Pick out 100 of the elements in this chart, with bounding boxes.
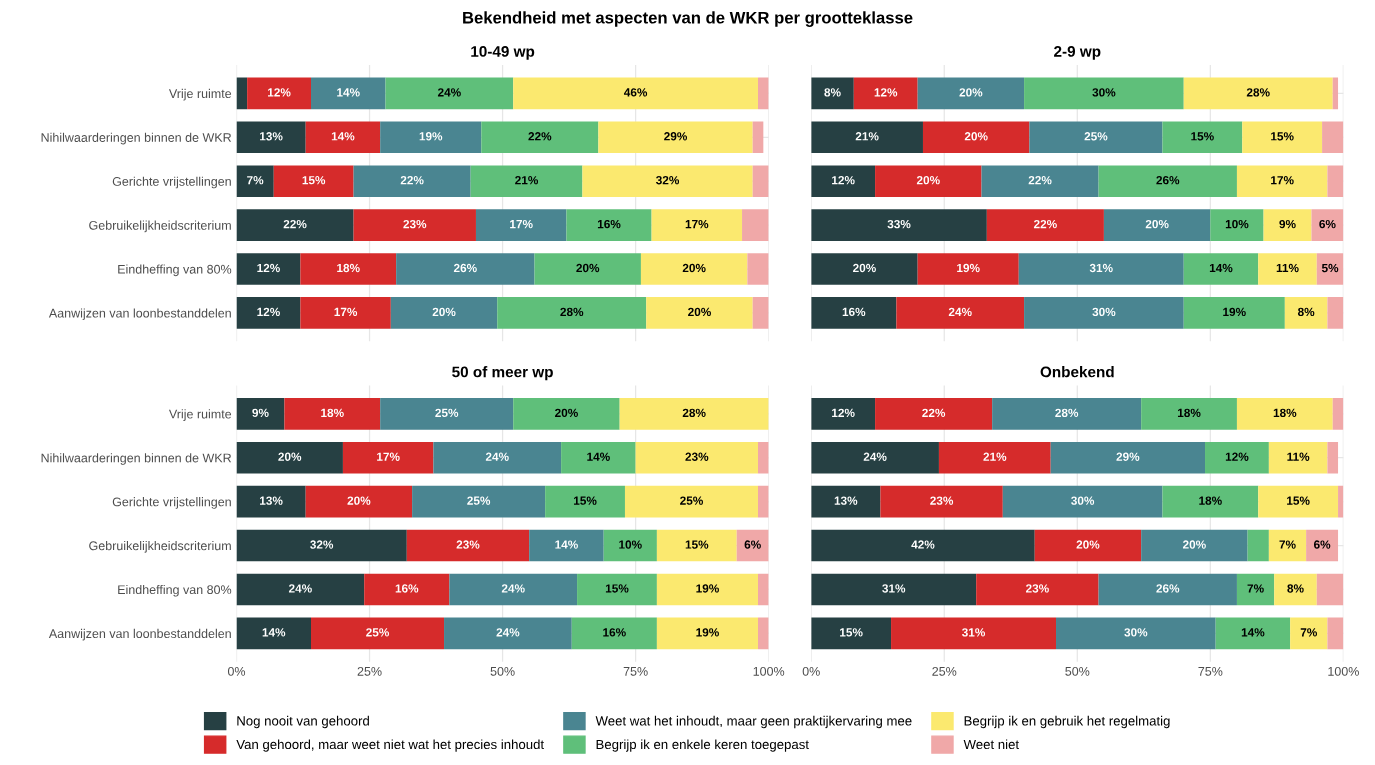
bar xyxy=(284,398,381,430)
data-label: 15% xyxy=(605,584,629,593)
data-label: 29% xyxy=(664,132,688,141)
bar xyxy=(875,165,982,197)
bar xyxy=(444,617,572,650)
data-label: 13% xyxy=(260,132,283,141)
bar xyxy=(1242,121,1323,154)
data-label: 20% xyxy=(959,88,983,97)
data-label: 20% xyxy=(555,408,578,418)
bar xyxy=(353,209,476,241)
data-label: 6% xyxy=(1313,540,1331,549)
data-label: 16% xyxy=(597,219,621,229)
bar xyxy=(1327,165,1344,197)
y-tick-label: Aanwijzen van loonbestanddelen xyxy=(48,308,231,321)
data-label: 15% xyxy=(302,176,326,185)
bar xyxy=(1098,165,1237,197)
data-label: 18% xyxy=(337,263,360,273)
chart-title: 10-49 wp xyxy=(471,46,535,60)
data-label: 19% xyxy=(1223,307,1246,317)
y-tick-label: Eindheffing van 80% xyxy=(118,264,232,277)
bar xyxy=(1236,165,1328,197)
bar xyxy=(656,617,759,650)
x-tick-label: 100% xyxy=(1328,666,1359,676)
bar xyxy=(1311,209,1344,241)
bar xyxy=(1098,573,1237,606)
data-label: 16% xyxy=(395,584,419,593)
data-label: 20% xyxy=(1076,540,1100,549)
chart-title: 2-9 wp xyxy=(1054,46,1101,60)
bar xyxy=(811,573,977,606)
y-tick-label: Gebruikelijkheidscriterium xyxy=(89,541,231,553)
legend-label: Begrijp ik en enkele keren toegepast xyxy=(596,739,809,752)
bar xyxy=(390,297,498,329)
data-label: 17% xyxy=(334,307,358,317)
bar xyxy=(247,77,311,110)
data-label: 12% xyxy=(268,88,291,97)
data-label: 9% xyxy=(1279,219,1296,229)
data-label: 19% xyxy=(696,584,719,593)
bar xyxy=(577,573,657,606)
data-label: 22% xyxy=(528,132,552,141)
data-label: 9% xyxy=(252,408,269,418)
bar xyxy=(305,485,413,518)
data-label: 5% xyxy=(1321,263,1339,273)
bar xyxy=(635,441,759,474)
bar xyxy=(433,441,562,474)
data-label: 12% xyxy=(832,176,855,185)
bar xyxy=(582,165,753,197)
data-label: 15% xyxy=(685,540,709,549)
bar xyxy=(236,529,407,562)
data-label: 16% xyxy=(603,628,626,637)
bar xyxy=(1205,441,1269,474)
bar xyxy=(1024,297,1184,329)
bar xyxy=(1263,209,1312,241)
bar xyxy=(1306,529,1339,562)
bar xyxy=(1162,121,1243,154)
bar xyxy=(752,297,769,329)
legend-label: Van gehoord, maar weet niet wat het precies inhoudt xyxy=(236,739,545,752)
data-label: 31% xyxy=(1089,263,1113,273)
data-label: 30% xyxy=(1071,496,1095,505)
data-label: 15% xyxy=(840,628,863,637)
data-label: 42% xyxy=(911,540,935,549)
bar xyxy=(758,573,769,606)
bar xyxy=(1268,441,1328,474)
bar xyxy=(651,209,743,241)
bar xyxy=(311,77,386,110)
bar xyxy=(300,297,391,329)
x-tick-label: 50% xyxy=(1065,666,1090,676)
bar xyxy=(513,77,759,110)
bar xyxy=(811,297,897,329)
bar xyxy=(236,253,301,285)
bar xyxy=(1327,297,1344,329)
y-tick-label: Gerichte vrijstellingen xyxy=(112,176,231,189)
data-label: 25% xyxy=(435,408,459,418)
data-label: 24% xyxy=(496,628,520,637)
bar xyxy=(656,529,737,562)
bar xyxy=(1258,253,1317,285)
bar xyxy=(1183,297,1285,329)
bar xyxy=(1236,398,1333,430)
bar xyxy=(1002,485,1163,518)
bar xyxy=(236,121,306,154)
data-label: 20% xyxy=(1182,540,1206,549)
data-label: 25% xyxy=(366,628,390,637)
data-label: 25% xyxy=(1084,132,1108,141)
data-label: 8% xyxy=(824,88,841,97)
bar xyxy=(1056,617,1216,650)
y-tick-label: Nihilwaarderingen binnen de WKR xyxy=(41,453,232,465)
bar xyxy=(236,617,311,650)
bar xyxy=(497,297,647,329)
data-label: 14% xyxy=(1209,263,1233,273)
data-label: 26% xyxy=(1156,584,1180,593)
data-label: 23% xyxy=(685,452,709,461)
data-label: 18% xyxy=(1199,496,1222,505)
data-label: 15% xyxy=(1287,496,1310,505)
data-label: 14% xyxy=(331,132,355,141)
data-label: 7% xyxy=(1247,584,1264,593)
bar xyxy=(752,121,764,154)
bar xyxy=(1141,529,1248,562)
bar xyxy=(811,165,876,197)
data-label: 22% xyxy=(400,176,424,185)
data-label: 12% xyxy=(257,263,280,273)
y-tick-label: Nihilwaarderingen binnen de WKR xyxy=(41,132,232,145)
